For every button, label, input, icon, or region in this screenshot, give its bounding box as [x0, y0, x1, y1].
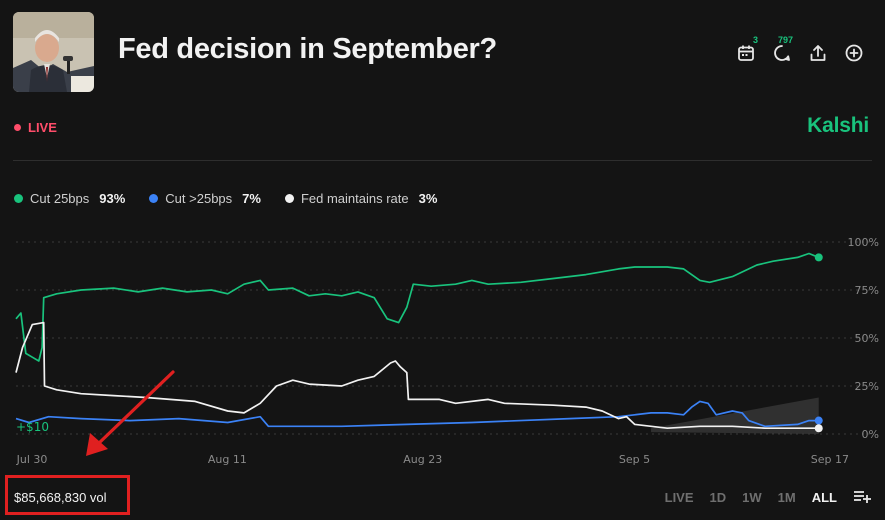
plus-circle-icon [845, 44, 863, 62]
calendar-button[interactable]: 3 [733, 35, 759, 66]
legend-label: Fed maintains rate [300, 191, 409, 206]
series-end-point-1 [814, 416, 823, 425]
market-title: Fed decision in September? [118, 33, 497, 65]
comment-icon [774, 45, 790, 61]
position-marker-label: +$10 [16, 420, 49, 434]
series-end-point-2 [814, 424, 823, 433]
legend-label: Cut 25bps [30, 191, 90, 206]
y-tick-label: 75% [855, 284, 879, 297]
y-tick-label: 0% [862, 428, 879, 441]
x-tick-label: Aug 23 [403, 453, 442, 466]
probability-chart[interactable]: 100% 75% 50% 25% 0% Jul 30 Aug 11 Aug 23 Sep 5 S… [0, 228, 885, 473]
time-range-selector: LIVE 1D 1W 1M ALL [665, 490, 837, 505]
brand-logo[interactable]: Kalshi [807, 114, 869, 137]
range-1w[interactable]: 1W [742, 490, 762, 505]
range-1m[interactable]: 1M [777, 490, 796, 505]
x-tick-label: Sep 17 [811, 453, 849, 466]
y-axis-labels: 100% 75% 50% 25% 0% [848, 236, 879, 441]
live-dot-icon [14, 124, 21, 131]
range-live[interactable]: LIVE [664, 490, 694, 505]
x-tick-label: Jul 30 [16, 453, 48, 466]
share-icon [810, 45, 826, 61]
legend-label: Cut >25bps [165, 191, 233, 206]
chart-lines [15, 252, 823, 433]
series-end-point-0 [814, 253, 823, 262]
y-tick-label: 25% [855, 380, 879, 393]
x-tick-label: Sep 5 [619, 453, 650, 466]
legend-item-cut-25bps[interactable]: Cut 25bps 93% [14, 191, 125, 206]
legend-item-maintain-rate[interactable]: Fed maintains rate 3% [284, 191, 438, 206]
series-line-0 [15, 252, 820, 362]
calendar-icon [738, 45, 754, 61]
add-button[interactable] [841, 40, 867, 66]
legend-item-cut-over-25bps[interactable]: Cut >25bps 7% [149, 191, 261, 206]
share-button[interactable] [805, 40, 831, 66]
range-all[interactable]: ALL [811, 490, 837, 505]
legend-dot-icon [284, 194, 294, 203]
live-indicator: LIVE [14, 120, 57, 135]
volume-value: $85,668,830 vol [14, 490, 107, 505]
chart-legend: Cut 25bps 93% Cut >25bps 7% Fed maintain… [14, 191, 437, 206]
legend-dot-icon [149, 194, 159, 203]
live-label: LIVE [28, 120, 57, 135]
market-thumbnail [13, 12, 94, 92]
y-tick-label: 100% [848, 236, 879, 249]
legend-dot-icon [14, 194, 23, 203]
comments-count: 797 [778, 35, 794, 45]
range-1d[interactable]: 1D [709, 490, 727, 505]
legend-pct: 3% [418, 191, 438, 206]
x-axis-labels: Jul 30 Aug 11 Aug 23 Sep 5 Sep 17 [16, 453, 849, 466]
comments-button[interactable]: 797 [769, 35, 795, 66]
calendar-count: 3 [753, 35, 759, 45]
legend-pct: 93% [99, 191, 126, 206]
x-tick-label: Aug 11 [208, 453, 247, 466]
legend-pct: 7% [242, 191, 261, 206]
chart-settings-icon[interactable] [853, 488, 871, 504]
y-tick-label: 50% [855, 332, 879, 345]
chart-grid [16, 241, 870, 435]
divider [13, 160, 872, 161]
volume-highlight-box [5, 475, 130, 515]
